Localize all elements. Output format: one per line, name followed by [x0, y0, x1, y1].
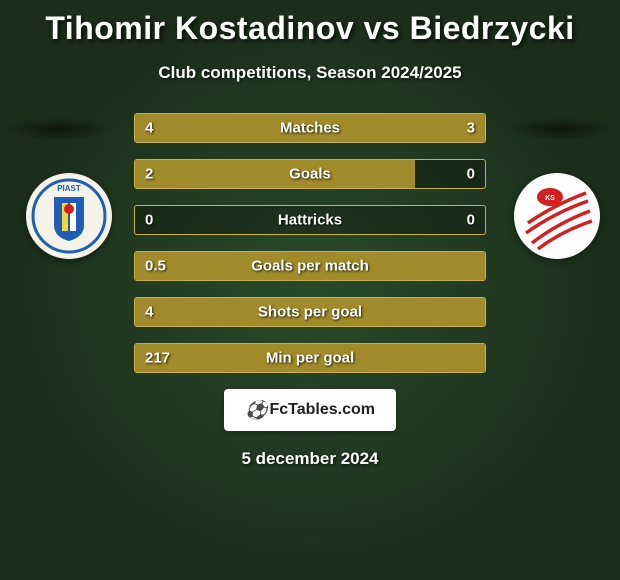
stat-value-left: 4	[145, 120, 153, 137]
stat-value-left: 4	[145, 304, 153, 321]
footer-brand-badge: ⚽ FcTables.com	[224, 389, 396, 431]
crest-right-svg: KS	[514, 173, 600, 259]
stat-label: Goals per match	[251, 258, 369, 275]
footer-brand-text: FcTables.com	[269, 401, 375, 419]
player-shadow-right	[505, 117, 615, 141]
comparison-content: PIAST KS 4 Matches 3 2 Goals 0 0 Hattricks 0 0.5 G…	[0, 113, 620, 373]
svg-text:PIAST: PIAST	[57, 184, 81, 193]
stats-bars: 4 Matches 3 2 Goals 0 0 Hattricks 0 0.5 Goals per …	[134, 113, 486, 373]
stat-value-right: 0	[467, 166, 475, 183]
stat-label: Hattricks	[278, 212, 342, 229]
stat-value-right: 3	[467, 120, 475, 137]
stat-value-left: 217	[145, 350, 170, 367]
stat-label: Goals	[289, 166, 331, 183]
stat-label: Shots per goal	[258, 304, 362, 321]
stat-row: 217 Min per goal	[134, 343, 486, 373]
date-label: 5 december 2024	[0, 449, 620, 469]
club-crest-left: PIAST	[26, 173, 112, 259]
stat-row: 4 Shots per goal	[134, 297, 486, 327]
stat-row: 4 Matches 3	[134, 113, 486, 143]
page-title: Tihomir Kostadinov vs Biedrzycki	[0, 0, 620, 47]
svg-text:KS: KS	[545, 195, 555, 202]
crest-left-svg: PIAST	[26, 173, 112, 259]
stat-value-left: 0.5	[145, 258, 166, 275]
player-shadow-left	[5, 117, 115, 141]
stat-value-right: 0	[467, 212, 475, 229]
footer-brand-icon: ⚽	[245, 400, 267, 421]
bar-fill-left	[135, 160, 415, 188]
stat-row: 0 Hattricks 0	[134, 205, 486, 235]
stat-label: Matches	[280, 120, 340, 137]
club-crest-right: KS	[514, 173, 600, 259]
stat-row: 0.5 Goals per match	[134, 251, 486, 281]
bar-fill-right	[335, 114, 486, 142]
stat-label: Min per goal	[266, 350, 354, 367]
stat-value-left: 2	[145, 166, 153, 183]
subtitle: Club competitions, Season 2024/2025	[0, 63, 620, 83]
stat-row: 2 Goals 0	[134, 159, 486, 189]
stat-value-left: 0	[145, 212, 153, 229]
